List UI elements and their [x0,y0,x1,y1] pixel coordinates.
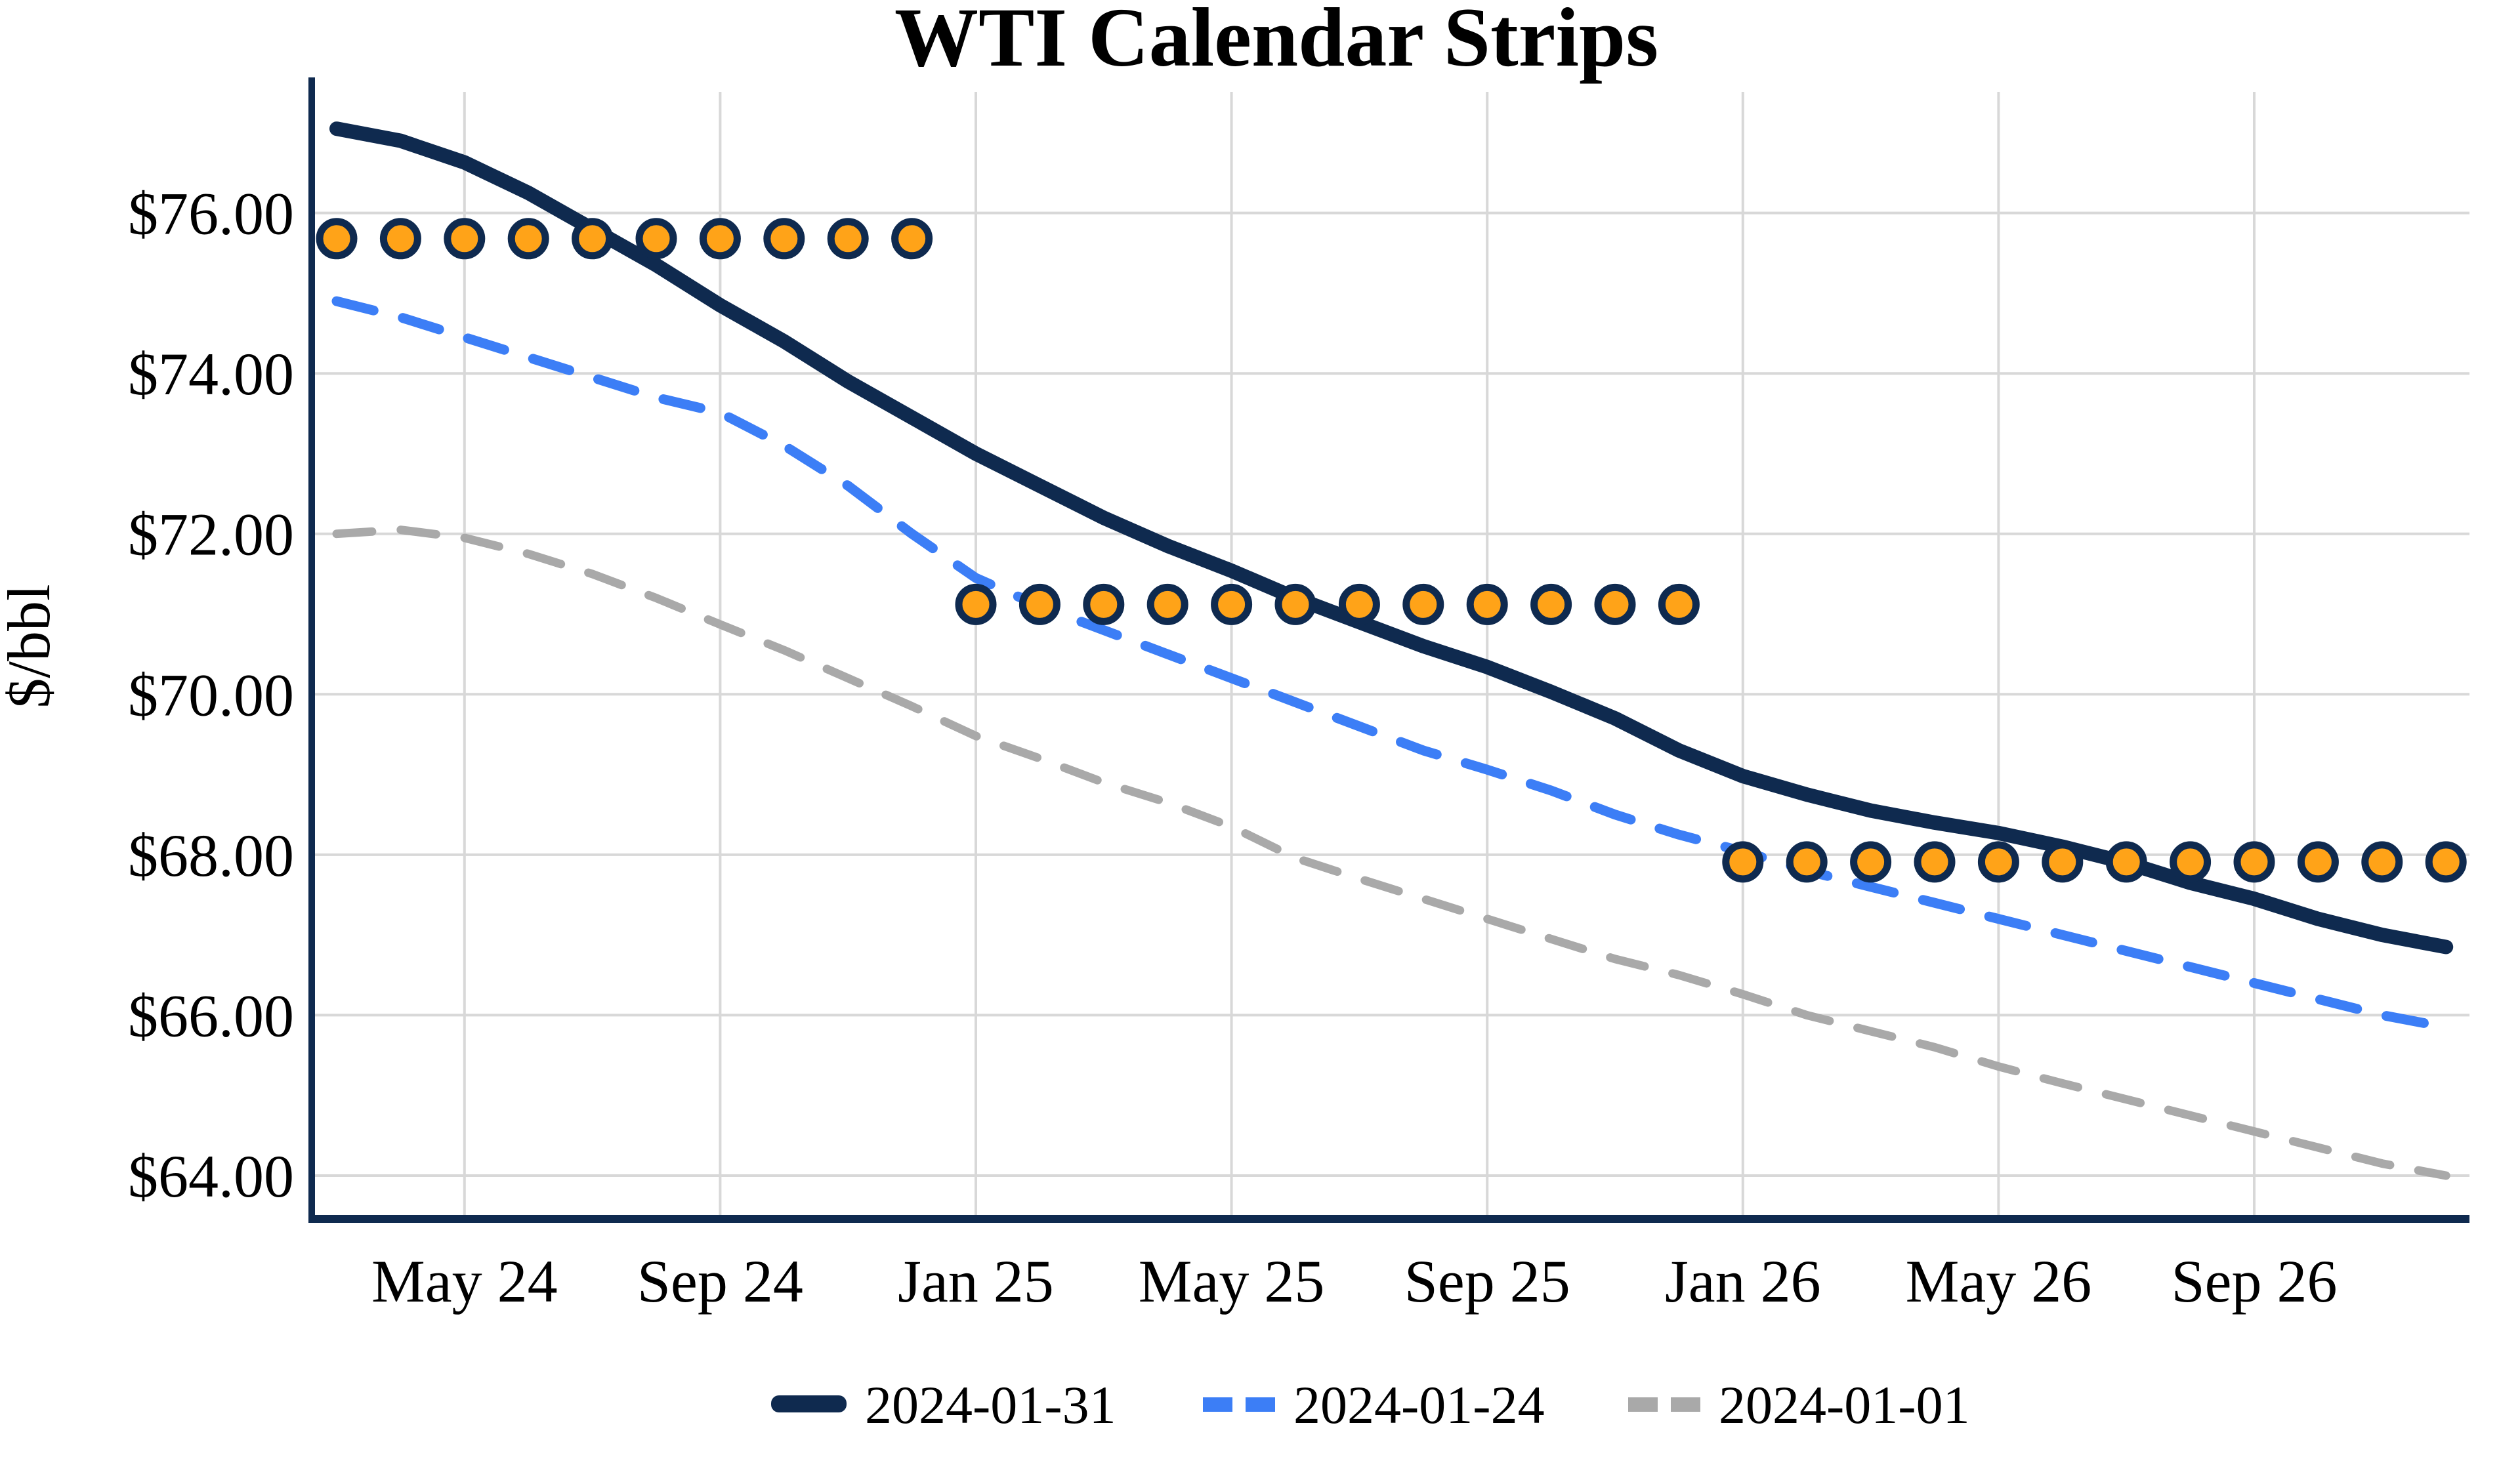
x-tick-label: Sep 24 [637,1248,803,1315]
strip-marker-2025 [955,583,997,625]
strip-marker-2024 [891,218,933,260]
strip-marker-2024 [763,218,805,260]
strip-marker-2026 [1977,841,2019,883]
strip-markers [316,218,2467,883]
strip-marker-2025 [1083,583,1125,625]
strip-marker-2025 [1594,583,1636,625]
y-tick-label: $64.00 [128,1143,294,1210]
strip-marker-2025 [1211,583,1253,625]
strip-marker-2026 [2042,841,2084,883]
y-tick-label: $74.00 [128,340,294,407]
strip-marker-2026 [1786,841,1828,883]
gridlines [312,92,2469,1219]
strip-marker-2025 [1146,583,1188,625]
strip-marker-2025 [1658,583,1700,625]
strip-marker-2025 [1338,583,1380,625]
strip-marker-2026 [2425,841,2467,883]
strip-marker-2025 [1530,583,1572,625]
legend-item-2024-01-24: 2024-01-24 [1203,1375,1545,1435]
legend-dash-swatch [1671,1397,1700,1412]
strip-marker-2026 [2105,841,2147,883]
strip-marker-2026 [1850,841,1892,883]
strip-marker-2024 [635,218,677,260]
y-tick-label: $72.00 [128,501,294,568]
x-tick-label: Jan 26 [1665,1248,1821,1315]
x-tick-label: May 26 [1906,1248,2092,1315]
x-tick-label: Sep 25 [1404,1248,1570,1315]
y-axis-tick-labels: $64.00 $66.00 $68.00 $70.00 $72.00 $74.00 $76.… [128,180,294,1210]
y-tick-label: $68.00 [128,822,294,889]
series-line-2024-01-01 [332,525,2450,1180]
strip-marker-2026 [2297,841,2339,883]
strip-marker-2025 [1018,583,1060,625]
strip-marker-2025 [1466,583,1508,625]
strip-marker-2024 [444,218,486,260]
strip-marker-2024 [379,218,421,260]
strip-marker-2024 [507,218,549,260]
strip-marker-2026 [2233,841,2275,883]
y-tick-label: $76.00 [128,180,294,247]
strip-marker-2025 [1402,583,1444,625]
strip-marker-2026 [1914,841,1956,883]
y-axis-title: $/bbl [0,584,62,708]
legend-dash-swatch [1628,1397,1658,1412]
strip-marker-2025 [1274,583,1316,625]
legend-dash-swatch [1203,1397,1232,1412]
chart-title: WTI Calendar Strips [894,0,1658,84]
legend-item-2024-01-01: 2024-01-01 [1628,1375,1970,1435]
x-tick-label: Sep 26 [2172,1248,2338,1315]
x-tick-label: May 24 [371,1248,558,1315]
strip-marker-2024 [699,218,741,260]
x-axis-tick-labels: May 24 Sep 24 Jan 25 May 25 Sep 25 Jan 26 May … [371,1248,2338,1315]
strip-marker-2024 [316,218,358,260]
strip-marker-2026 [2361,841,2403,883]
legend-label: 2024-01-24 [1293,1375,1545,1435]
strip-marker-2026 [2170,841,2212,883]
y-tick-label: $66.00 [128,982,294,1049]
legend-label: 2024-01-31 [865,1375,1116,1435]
y-tick-label: $70.00 [128,661,294,728]
legend-dash-swatch [1246,1397,1275,1412]
strip-marker-2026 [1722,841,1764,883]
x-tick-label: Jan 25 [898,1248,1054,1315]
strip-marker-2024 [827,218,869,260]
legend-solid-line-swatch [771,1395,847,1412]
legend-item-2024-01-31: 2024-01-31 [771,1375,1116,1435]
series-line-2024-01-31 [329,121,2454,955]
x-tick-label: May 25 [1139,1248,1325,1315]
axes [308,77,2469,1223]
strip-marker-2024 [572,218,614,260]
series-lines [329,121,2454,1180]
legend-label: 2024-01-01 [1719,1375,1970,1435]
legend: 2024-01-31 2024-01-24 2024-01-01 [771,1375,1970,1435]
series-line-2024-01-24 [331,296,2451,1033]
